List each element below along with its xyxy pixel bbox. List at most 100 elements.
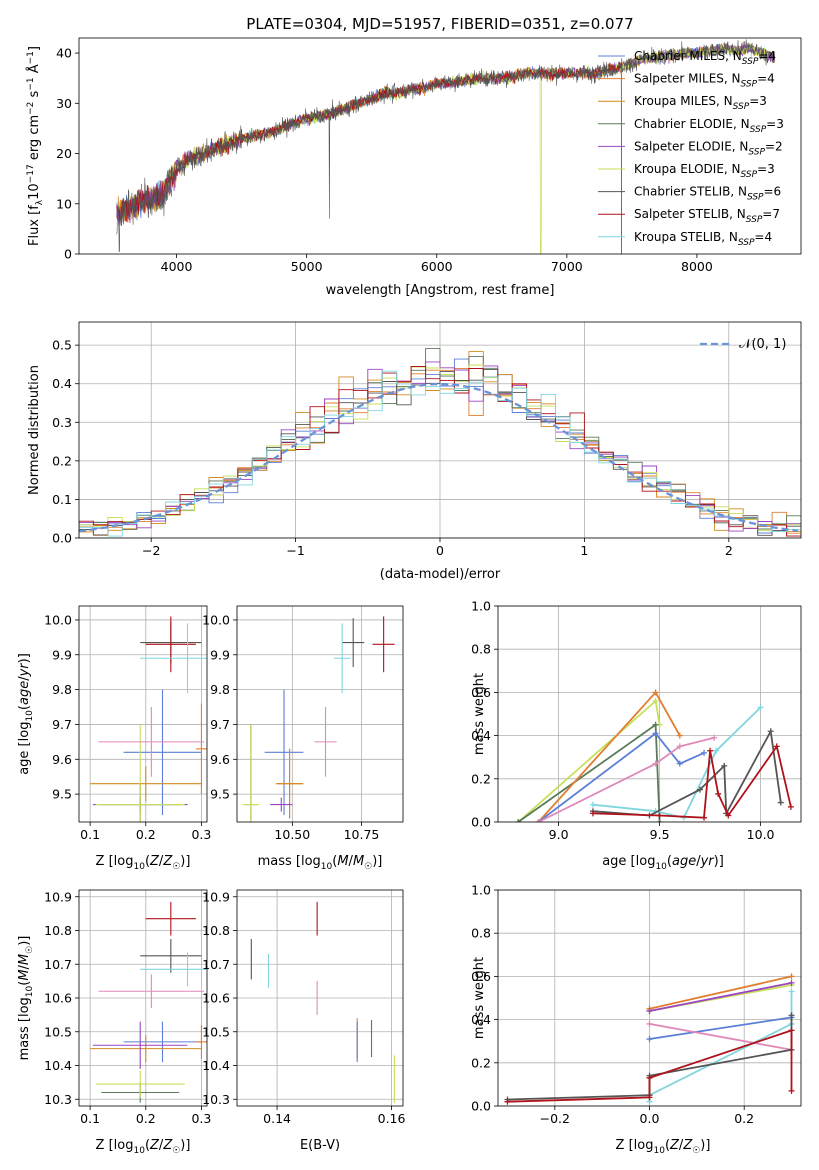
x-tick-label: 10.0 [747,827,775,842]
x-tick-label: 0.2 [136,1111,156,1126]
y-tick-label: 0.3 [52,415,72,430]
legend-entry: Kroupa ELODIE, NSSP=3 [634,162,775,180]
weight-line [517,723,661,822]
label-part: / [17,964,32,969]
label-part: ☉ [364,862,372,872]
label-part: )] [17,936,32,946]
label-part: Z [149,1138,160,1153]
y-tick-label: 0.2 [471,1055,491,1070]
histogram-salpeter-stelib [79,366,801,538]
y-tick-label: 10.3 [44,1092,72,1107]
x-tick-label: 0.1 [80,1111,100,1126]
y-tick-label: 0.8 [471,642,491,657]
y-tick-label: 9.5 [52,787,72,802]
x-tick-label: 0.3 [191,1111,211,1126]
label-part: 10 [653,1146,665,1156]
y-axis-label: mass weight [472,673,487,755]
label-part: ☉ [692,1146,700,1156]
label-part: M [17,969,32,980]
label-part: ( [145,1138,150,1153]
label-part: Flux [f [27,205,42,246]
y-tick-label: 0.1 [52,492,72,507]
histogram-kroupa-stelib [79,370,801,538]
y-tick-label: 0.2 [471,771,491,786]
weight-point [652,698,659,705]
y-tick-label: 9.5 [210,787,230,802]
weight-point [767,728,774,735]
x-tick-label: 1 [580,543,588,558]
label-part: )] [714,854,724,869]
weight-point [646,1094,653,1101]
label-part: ( [17,981,32,986]
y-axis-label: Flux [fλ10−17 erg cm−2 s−1 Å−1] [26,46,45,246]
label-part: M [353,854,364,869]
weight-point [656,819,663,822]
label-part: Kroupa MILES, N [634,94,733,108]
label-part: SSP [746,215,763,225]
weight-point [504,1098,511,1105]
x-axis-label: Z [log10(Z/Z☉)] [616,1138,711,1156]
y-tick-label: 10.6 [44,991,72,1006]
x-tick-label: 0.3 [191,827,211,842]
y-axis-label: Normed distribution [27,365,42,495]
label-part: yr [17,662,32,678]
y-tick-label: 9.8 [210,682,230,697]
label-part: Z [669,1138,680,1153]
y-tick-label: 9.6 [52,752,72,767]
x-tick-label: 7000 [551,259,583,274]
label-part: 10 [133,862,145,872]
label-part: ( [665,1138,670,1153]
y-tick-label: 0.4 [471,1012,491,1027]
weight-point [725,812,732,819]
label-part: M [17,954,32,965]
x-tick-label: 2 [725,543,733,558]
label-part: )] [180,854,190,869]
y-tick-label: 0.4 [471,728,491,743]
label-part: yr [700,854,716,869]
y-tick-label: 9.9 [52,647,72,662]
label-part: 10 [321,862,333,872]
label-part: Z [149,854,160,869]
y-tick-label: 0.6 [471,969,491,984]
plot-spectrum: 4000 5000 6000 7000 8000 0 10 20 30 40 PLATE=0304,… [26,15,802,298]
x-tick-label: −1 [286,543,304,558]
x-tick-label: 0.16 [378,1111,406,1126]
x-tick-label: 4000 [161,259,193,274]
weight-point [757,704,764,711]
weight-point [788,973,795,980]
y-axis-label: mass weight [472,957,487,1039]
plot-residuals: −2 −1 0 1 2 0.0 0.1 0.2 0.3 0.4 0.5 (data-model)/er… [27,321,802,582]
label-part: =4 [758,49,776,63]
label-part: age [672,854,696,869]
label-part: Z [682,1138,693,1153]
y-tick-label: 0.4 [52,376,72,391]
weight-point [788,988,795,995]
weight-point [676,760,683,767]
spectrum-line-chabrier-stelib [116,39,775,252]
label-part: / [17,676,32,681]
legend-entry: Chabrier ELODIE, NSSP=3 [634,117,784,135]
label-part: SSP [733,102,750,112]
weight-point [676,743,683,750]
x-tick-label: 0.0 [640,1111,660,1126]
label-part: s [27,90,42,101]
label-part: Z [162,854,173,869]
legend-entry: Chabrier STELIB, NSSP=6 [634,185,781,203]
weight-point [535,819,542,822]
label-part: SSP [741,80,758,90]
y-tick-label: 10.4 [44,1058,72,1073]
y-tick-label: 9.7 [210,717,230,732]
plot-weight_vs_age: 9.0 9.5 10.0 0.0 0.2 0.4 0.6 0.8 1.0 age [log10(a… [471,599,802,872]
weight-point [777,799,784,806]
label-part: =4 [757,72,775,86]
plot-area [79,322,801,538]
label-part: ☉ [172,1146,180,1156]
y-tick-label: 30 [56,96,72,111]
x-tick-label: 0 [436,543,444,558]
label-part: Å [26,64,42,77]
label-part: 10 [655,862,667,872]
label-part: −1 [26,77,36,90]
label-part: Z [162,1138,173,1153]
y-tick-label: 0.0 [52,531,72,546]
weight-point [652,721,659,728]
